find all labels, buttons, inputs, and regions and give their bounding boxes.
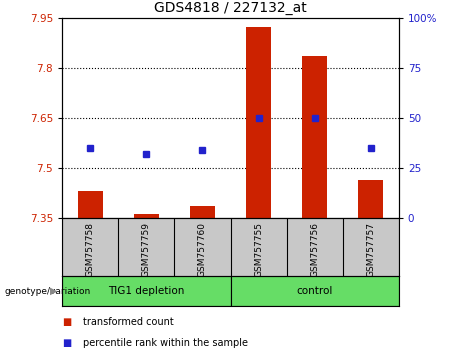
Text: GSM757756: GSM757756 (310, 222, 319, 278)
Bar (62, 276, 230, 306)
Text: GSM757760: GSM757760 (198, 222, 207, 278)
Text: genotype/variation: genotype/variation (5, 287, 91, 296)
Bar (246, 27, 271, 218)
Text: ▶: ▶ (50, 286, 58, 296)
Text: GSM757759: GSM757759 (142, 222, 151, 278)
Bar (77, 191, 103, 218)
Text: GSM757757: GSM757757 (366, 222, 375, 278)
Text: TIG1 depletion: TIG1 depletion (108, 286, 184, 296)
Bar (302, 56, 327, 218)
Bar (134, 214, 159, 218)
Text: GSM757755: GSM757755 (254, 222, 263, 278)
Text: percentile rank within the sample: percentile rank within the sample (83, 338, 248, 348)
Text: ■: ■ (62, 317, 71, 327)
Bar (358, 180, 384, 218)
Text: transformed count: transformed count (83, 317, 174, 327)
Text: GSM757758: GSM757758 (86, 222, 95, 278)
Title: GDS4818 / 227132_at: GDS4818 / 227132_at (154, 1, 307, 15)
Bar (230, 276, 399, 306)
Text: ■: ■ (62, 338, 71, 348)
Text: control: control (296, 286, 333, 296)
Bar (190, 206, 215, 218)
